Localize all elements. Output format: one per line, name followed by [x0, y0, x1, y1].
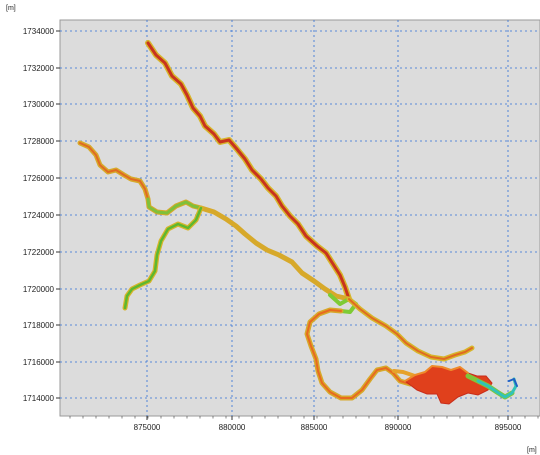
- x-tick-label: 880000: [219, 423, 246, 432]
- y-tick-label: 1734000: [23, 27, 55, 36]
- main-channel-core: [146, 41, 351, 301]
- y-tick-label: 1730000: [23, 100, 55, 109]
- y-tick-label: 1728000: [23, 137, 55, 146]
- x-axis: 875000 880000 885000 890000 895000: [69, 416, 539, 432]
- y-tick-label: 1714000: [23, 394, 55, 403]
- plot-area: [59, 19, 540, 417]
- southern-loop-core: [306, 309, 411, 399]
- y-tick-label: 1716000: [23, 358, 55, 367]
- y-tick-label: 1722000: [23, 248, 55, 257]
- y-tick-label: 1720000: [23, 285, 55, 294]
- river-channels: [77, 40, 518, 405]
- y-tick-label: 1732000: [23, 64, 55, 73]
- x-tick-label: 875000: [134, 423, 161, 432]
- southwest-tributary-core: [123, 206, 203, 310]
- y-unit-label: [m]: [6, 5, 16, 12]
- x-tick-label: 895000: [495, 423, 522, 432]
- estuary-blue-mouth: [508, 378, 518, 387]
- y-tick-label: 1718000: [23, 321, 55, 330]
- x-tick-label: 890000: [385, 423, 412, 432]
- x-tick-label: 885000: [301, 423, 328, 432]
- y-axis: 1734000 1732000 1730000 1728000 1726000 17240…: [23, 27, 60, 403]
- eastern-channel-core: [348, 298, 473, 360]
- y-tick-label: 1726000: [23, 174, 55, 183]
- western-branch-green: [146, 197, 203, 215]
- x-unit-label: [m]: [527, 447, 537, 454]
- western-branch-core: [79, 142, 149, 200]
- y-tick-label: 1724000: [23, 211, 55, 220]
- estuary-orange-edge: [404, 365, 469, 382]
